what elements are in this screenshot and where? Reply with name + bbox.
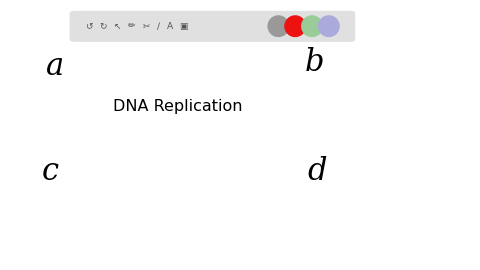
Ellipse shape [302, 16, 322, 36]
Ellipse shape [268, 16, 288, 36]
Text: a: a [46, 51, 64, 82]
Text: ∕: ∕ [157, 22, 160, 31]
Ellipse shape [285, 16, 305, 36]
Text: b: b [305, 47, 324, 77]
Text: d: d [307, 156, 326, 187]
Text: ✂: ✂ [143, 22, 150, 31]
Text: ▣: ▣ [180, 22, 188, 31]
Text: DNA Replication: DNA Replication [113, 99, 242, 114]
FancyBboxPatch shape [70, 11, 355, 42]
Ellipse shape [319, 16, 339, 36]
Text: A: A [168, 22, 173, 31]
Text: c: c [42, 156, 59, 187]
Text: ↖: ↖ [114, 22, 121, 31]
Text: ✏: ✏ [128, 22, 136, 31]
Text: ↻: ↻ [99, 22, 107, 31]
Text: ↺: ↺ [85, 22, 93, 31]
